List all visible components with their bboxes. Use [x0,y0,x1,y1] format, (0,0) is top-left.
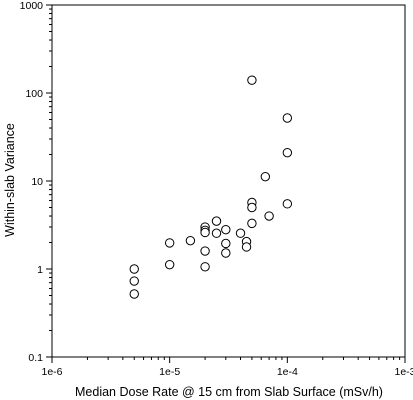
y-tick-label: 100 [25,88,43,100]
data-points [129,75,293,299]
x-axis-title: Median Dose Rate @ 15 cm from Slab Surfa… [75,385,383,399]
plot-border [51,4,406,358]
x-tick-label: 1e-3 [394,366,413,378]
data-point [282,147,293,158]
data-point [200,246,210,256]
data-point [129,264,139,274]
x-tick-label: 1e-4 [277,366,298,378]
data-point [211,216,222,226]
data-point [260,171,271,182]
data-point [247,202,257,213]
data-point [200,262,210,272]
data-point [129,289,139,299]
data-point [211,228,222,238]
x-axis-ticks: 1e-6 1e-5 1e-4 1e-3 [41,357,413,378]
data-point [164,259,175,270]
data-point [241,242,252,252]
y-tick-label: 10 [31,176,43,188]
data-point [247,75,257,85]
y-tick-label: 0.1 [28,352,43,364]
data-point [221,238,231,249]
data-point [221,224,231,235]
data-point [164,238,175,248]
data-point [221,248,231,258]
y-axis-ticks: 0.1 1 10 100 1000 [20,0,52,364]
data-point [282,199,293,209]
data-point [185,235,196,246]
plot-frame [51,4,406,358]
y-tick-label: 1 [37,264,43,276]
x-tick-label: 1e-6 [41,366,62,378]
data-point [264,211,274,221]
data-point [200,227,210,238]
x-tick-label: 1e-5 [159,366,180,378]
data-point [282,113,293,123]
data-point [247,218,257,229]
y-axis-title: Within-slab Variance [3,123,17,237]
data-point [129,276,139,286]
y-tick-label: 1000 [20,0,44,12]
data-point [235,228,246,238]
